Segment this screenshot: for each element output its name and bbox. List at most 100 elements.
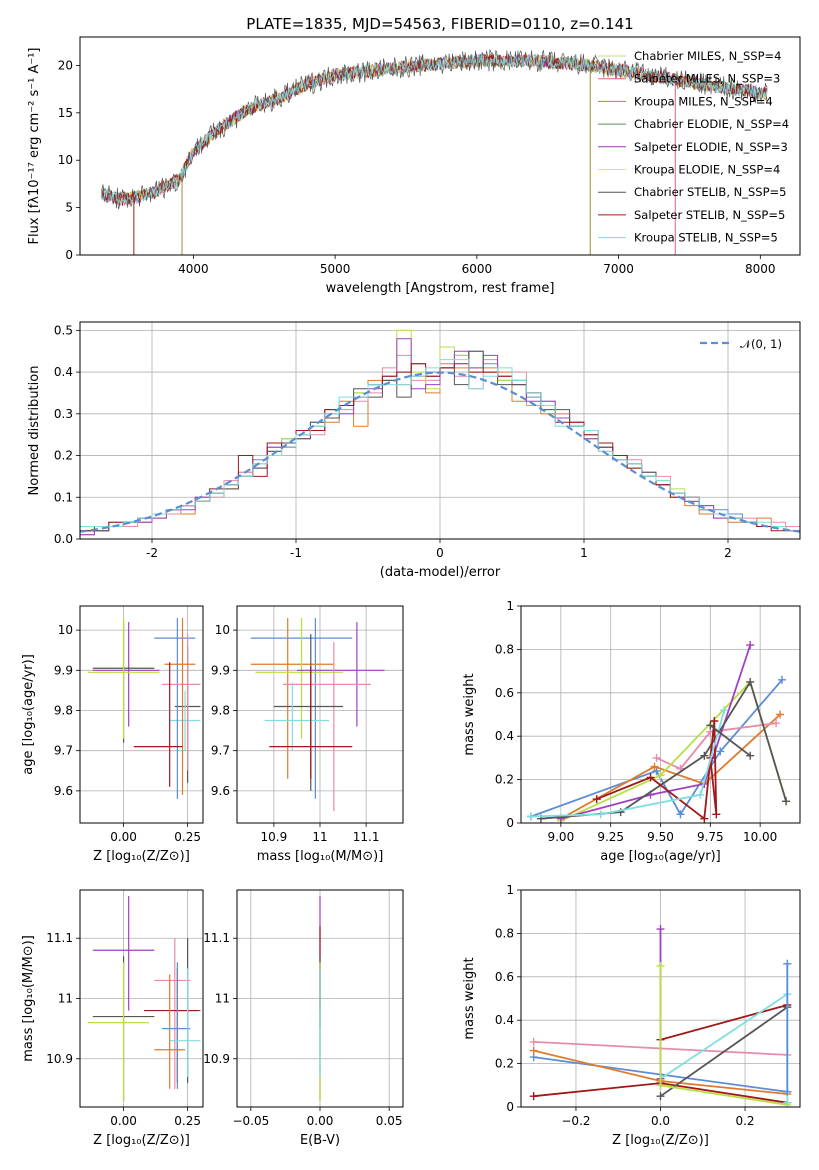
y-tick-label: 0.8 [495,926,514,940]
x-tick-label: 7000 [603,262,634,276]
legend-label: Kroupa ELODIE, N_SSP=4 [634,163,780,177]
weight-point [676,810,685,819]
x-axis-label: E(B-V) [300,1133,340,1148]
x-tick-label: 11.1 [353,830,380,844]
weight-point [782,797,791,806]
y-tick-label: 0.4 [495,729,514,743]
weight-point [529,1037,538,1046]
x-axis-label: mass [log₁₀(M/M⊙)] [257,849,384,864]
weight-point [656,925,665,934]
weight-point [656,771,665,780]
weight-point [646,773,655,782]
weight-point [712,810,721,819]
x-tick-label: 9.00 [547,830,574,844]
x-axis-label: wavelength [Angstrom, rest frame] [326,281,555,296]
y-tick-label: 0.1 [54,490,73,504]
axes-histogram: -2 -1 0 1 2 0.0 0.1 0.2 0.3 0.4 0.5 (data-model)/er… [27,322,800,580]
weight-point [778,675,787,684]
z-mass-frame [79,889,204,1108]
x-tick-label: 6000 [462,262,493,276]
weight-point [783,959,792,968]
y-tick-label: 0 [65,248,73,262]
x-axis-label: Z [log₁₀(Z/Z⊙)] [93,849,190,864]
x-tick-label: 0 [436,546,444,560]
y-tick-label: 11 [215,992,230,1006]
weight-point [783,1098,792,1107]
y-tick-label: 20 [58,58,73,72]
x-axis-label: (data-model)/error [380,565,501,580]
legend-label: Kroupa STELIB, N_SSP=5 [634,231,778,245]
x-tick-label: 0.00 [110,830,137,844]
weight-line [560,644,752,820]
y-axis-label: mass [log₁₀(M/M⊙)] [21,935,36,1062]
weight-point [746,751,755,760]
legend-label: Chabrier ELODIE, N_SSP=4 [634,117,789,131]
axes-age-weight: 9.00 9.25 9.50 9.75 10.00 0 0.2 0.4 0.6 0.8 1 age [… [462,599,800,864]
weight-point [700,751,709,760]
weight-point [652,766,661,775]
x-tick-label: 9.25 [597,830,624,844]
y-tick-label: 10.9 [203,1052,230,1066]
y-tick-label: 9.9 [211,663,230,677]
x-axis-label: age [log₁₀(age/yr)] [600,849,721,864]
axes-z-mass: 0.00 0.25 10.9 11 11.1 Z [log₁₀(Z/Z⊙)] mass [l… [21,890,203,1148]
x-tick-label: 10.00 [743,830,777,844]
axes-z-weight: −0.2 0.0 0.2 0 0.2 0.4 0.6 0.8 1 Z [log₁₀(Z/Z⊙)] m… [462,883,800,1148]
y-tick-label: 9.8 [54,703,73,717]
y-axis-label: Normed distribution [27,366,42,496]
y-tick-label: 0.0 [54,532,73,546]
x-tick-label: 10.9 [261,830,288,844]
weight-point [772,719,781,728]
y-tick-label: 9.9 [54,663,73,677]
x-tick-label: −0.05 [232,1114,269,1128]
axes-spectrum: 4000 5000 6000 7000 8000 0 5 10 15 20 wavelength [… [27,48,776,297]
normal-curve [80,371,800,533]
x-tick-label: 0.00 [110,1114,137,1128]
weight-point [746,641,755,650]
y-tick-label: 10.9 [46,1052,73,1066]
axes-mass-age: 10.9 11 11.1 9.6 9.7 9.8 9.9 10 mass [log₁₀(M/M⊙… [211,606,403,864]
y-tick-label: 10 [58,623,73,637]
weight-point [700,814,709,823]
weight-point [710,717,719,726]
y-tick-label: 10 [215,623,230,637]
y-tick-label: 11 [58,992,73,1006]
y-tick-label: 0.2 [54,449,73,463]
weight-line [596,720,718,821]
legend-label: Salpeter STELIB, N_SSP=5 [634,208,785,222]
legend-label: Chabrier MILES, N_SSP=4 [634,49,781,63]
weight-line [560,713,781,820]
weight-point [783,1087,792,1096]
weight-point [529,1092,538,1101]
y-tick-label: 0.4 [54,365,73,379]
x-axis-label: Z [log₁₀(Z/Z⊙)] [93,1133,190,1148]
legend-label: Salpeter MILES, N_SSP=3 [634,72,780,86]
y-tick-label: 11.1 [46,931,73,945]
y-tick-label: 0.8 [495,642,514,656]
y-tick-label: 0 [506,816,514,830]
y-tick-label: 5 [65,201,73,215]
y-tick-label: 9.6 [211,784,230,798]
x-tick-label: 5000 [320,262,351,276]
weight-point [592,795,601,804]
weight-point [720,706,729,715]
histogram-legend: 𝒩(0, 1) [700,337,782,351]
weight-point [652,753,661,762]
y-tick-label: 1 [506,883,514,897]
spectrum-frame [79,36,801,256]
y-tick-label: 0.6 [495,686,514,700]
y-axis-label: Flux [fλ10⁻¹⁷ erg cm⁻² s⁻¹ A⁻¹] [27,48,42,245]
weight-point [716,747,725,756]
weight-point [706,721,715,730]
x-tick-label: 11 [312,830,327,844]
figure-title: PLATE=1835, MJD=54563, FIBERID=0110, z=0… [246,15,633,33]
y-tick-label: 0.2 [495,1057,514,1071]
y-tick-label: 11.1 [203,931,230,945]
x-tick-label: 9.50 [647,830,674,844]
y-tick-label: 0.5 [54,323,73,337]
x-tick-label: 0.25 [174,1114,201,1128]
x-tick-label: -2 [146,546,158,560]
weight-point [526,812,535,821]
weight-point [529,1046,538,1055]
weight-line [530,709,726,818]
